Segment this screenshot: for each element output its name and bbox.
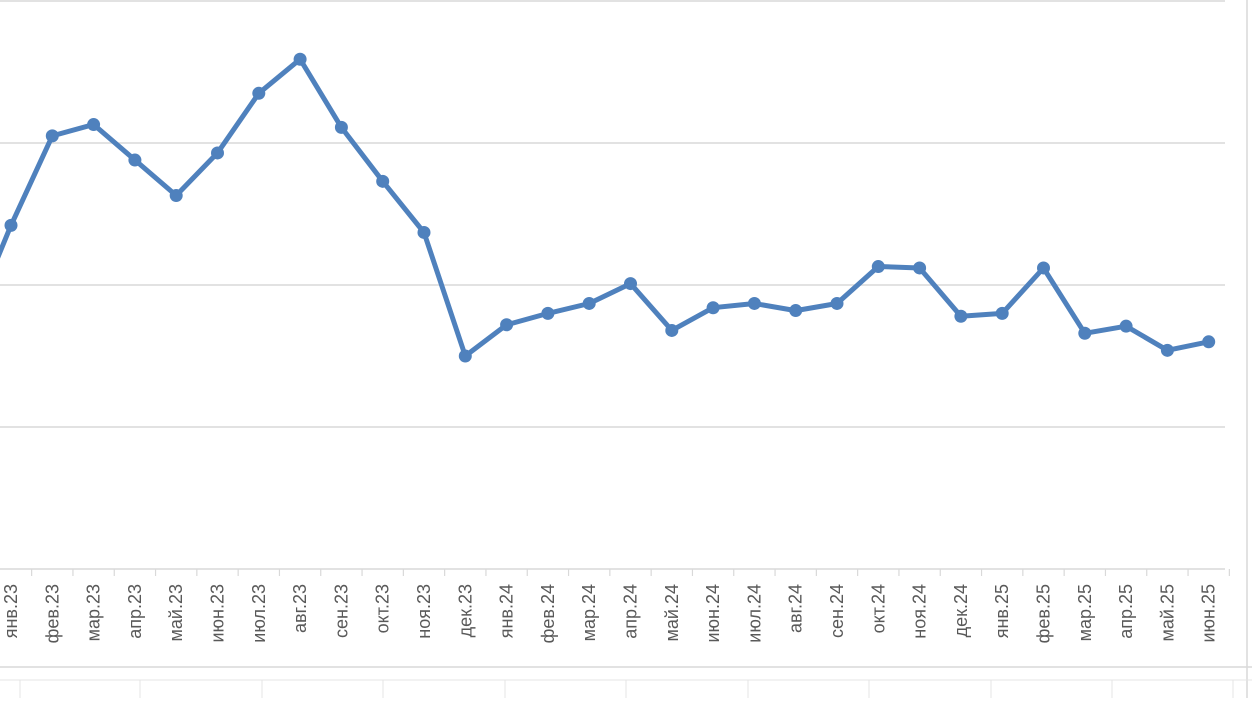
data-point-дек.23 <box>458 349 472 363</box>
x-tick-label: авг.23 <box>290 584 310 633</box>
x-tick-label: янв.25 <box>992 584 1012 638</box>
data-point-сен.23 <box>334 120 348 134</box>
x-tick-label: май.25 <box>1157 584 1177 641</box>
x-tick-label: июн.24 <box>703 584 723 643</box>
data-point-июл.23 <box>252 86 266 100</box>
data-point-авг.24 <box>789 304 803 318</box>
x-tick-label: мар.24 <box>579 584 599 641</box>
x-tick-label: июн.23 <box>208 584 228 643</box>
x-tick-label: фев.23 <box>42 584 62 643</box>
data-point-фев.25 <box>1037 261 1050 275</box>
data-point-дек.24 <box>954 309 968 323</box>
data-point-июн.24 <box>706 301 720 315</box>
data-point-июн.25 <box>1202 335 1216 349</box>
x-tick-label: сен.23 <box>331 584 351 638</box>
x-tick-label: мар.23 <box>84 584 104 641</box>
data-point-окт.23 <box>376 174 390 188</box>
x-tick-label: мар.25 <box>1075 584 1095 641</box>
x-tick-label: фев.25 <box>1034 584 1054 643</box>
x-tick-label: сен.24 <box>827 584 847 638</box>
x-tick-label: апр.24 <box>621 584 641 639</box>
data-point-авг.23 <box>293 52 307 66</box>
data-point-ноя.23 <box>417 225 431 239</box>
x-tick-label: июн.25 <box>1199 584 1219 643</box>
x-tick-label: ноя.23 <box>414 584 434 639</box>
x-tick-label: авг.24 <box>786 584 806 633</box>
data-point-янв.23 <box>4 218 18 232</box>
x-tick-label: окт.23 <box>373 584 393 633</box>
data-point-ноя.24 <box>913 261 927 275</box>
x-tick-label: янв.24 <box>497 584 517 638</box>
data-point-янв.25 <box>995 306 1009 320</box>
data-point-апр.25 <box>1119 319 1133 333</box>
data-point-май.25 <box>1160 343 1174 357</box>
series-layer <box>0 52 1216 363</box>
data-point-апр.24 <box>624 277 637 291</box>
data-point-июл.24 <box>747 296 761 310</box>
data-point-мар.23 <box>87 118 101 132</box>
x-tick-label: дек.24 <box>951 584 971 637</box>
x-tick-label: май.24 <box>662 584 682 641</box>
x-tick-label: июл.24 <box>744 584 764 643</box>
gridlines <box>0 0 1225 570</box>
data-point-янв.24 <box>500 318 514 332</box>
x-tick-label: янв.23 <box>1 584 21 638</box>
data-point-мар.25 <box>1078 326 1092 340</box>
data-point-фев.24 <box>541 306 555 320</box>
data-point-май.23 <box>169 189 183 203</box>
x-tick-label: фев.24 <box>538 584 558 643</box>
data-point-июн.23 <box>211 146 224 160</box>
data-point-фев.23 <box>45 129 59 143</box>
x-tick-label: дек.23 <box>455 584 475 637</box>
x-tick-label: апр.25 <box>1116 584 1136 639</box>
data-point-сен.24 <box>830 296 844 310</box>
x-tick-label: июл.23 <box>249 584 269 643</box>
data-point-апр.23 <box>128 153 142 167</box>
data-point-окт.24 <box>871 260 885 274</box>
x-tick-label: ноя.24 <box>910 584 930 639</box>
series-line <box>8 56 1212 359</box>
x-tick-label: апр.23 <box>125 584 145 639</box>
data-point-май.24 <box>665 323 679 337</box>
x-tick-labels: янв.23 фев.23 мар.23 апр.23 май.23 июн.23 июл.… <box>1 584 1219 643</box>
x-tick-label: окт.24 <box>868 584 888 633</box>
data-point-мар.24 <box>582 296 596 310</box>
x-tick-label: май.23 <box>166 584 186 641</box>
